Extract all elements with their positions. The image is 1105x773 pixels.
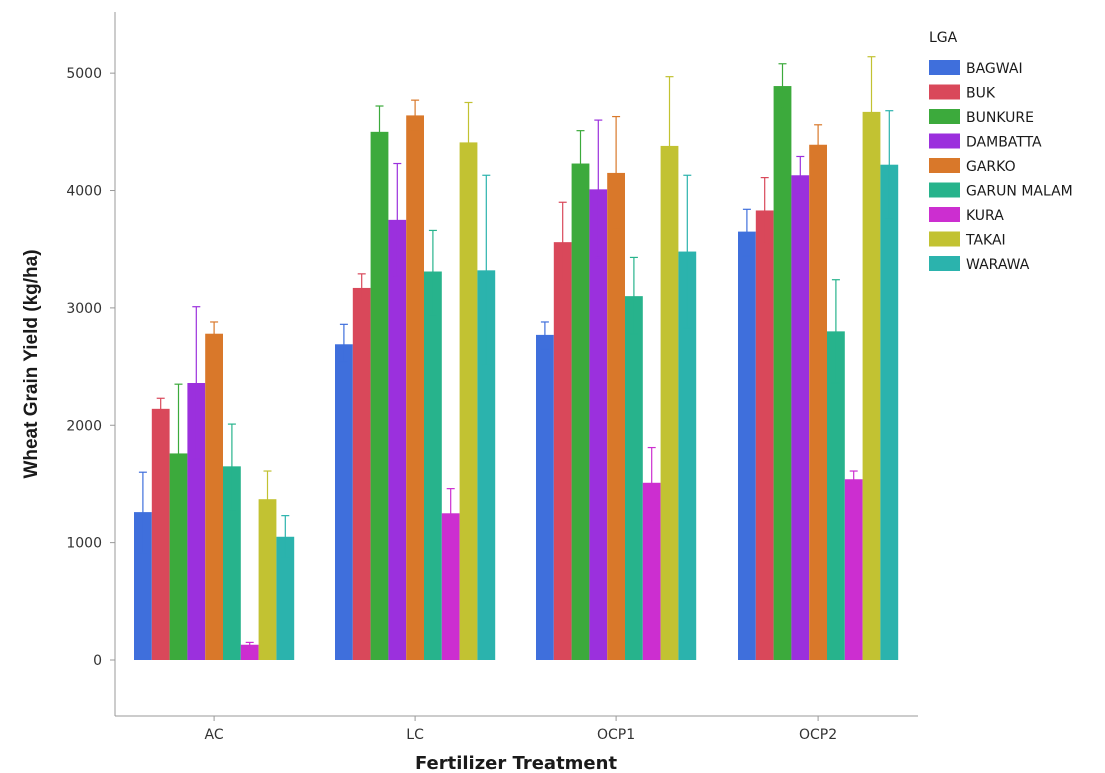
bar-garko-ocp2: [809, 144, 827, 660]
bar-warawa-lc: [477, 270, 496, 660]
bar-garun-malam-ac: [223, 466, 241, 660]
bar-bunkure-ocp2: [773, 86, 792, 661]
bar-garko-lc: [406, 115, 424, 660]
bar-warawa-ac: [276, 536, 295, 660]
legend-entry-label: TAKAI: [965, 233, 1006, 249]
legend-entry-label: GARKO: [966, 159, 1016, 175]
bar-dambatta-ocp2: [791, 175, 810, 660]
legend: LGA BAGWAI BUK BUNKURE DAMBATTA GARKO GARUN M…: [929, 30, 1073, 273]
x-tick-label: OCP1: [597, 727, 635, 743]
bar-buk-ocp2: [755, 210, 774, 660]
legend-swatch: [929, 256, 960, 271]
x-tick-label: LC: [406, 727, 424, 743]
y-tick-label: 4000: [66, 184, 102, 200]
bar-bagwai-ac: [134, 512, 152, 660]
bar-garun-malam-lc: [424, 271, 442, 660]
bar-bunkure-ocp1: [571, 163, 590, 660]
y-tick-label: 5000: [66, 66, 102, 82]
bar-buk-ac: [151, 408, 170, 660]
bar-takai-ac: [258, 499, 277, 660]
bar-bagwai-ocp1: [536, 334, 554, 660]
bar-dambatta-ocp1: [589, 189, 608, 660]
bar-kura-lc: [441, 513, 460, 660]
y-tick-label: 2000: [66, 418, 102, 434]
bars: [134, 86, 899, 661]
y-tick-label: 1000: [66, 536, 102, 552]
legend-entry-label: BAGWAI: [966, 61, 1023, 77]
bar-garko-ocp1: [607, 172, 625, 661]
axes: [114, 12, 918, 717]
legend-swatch: [929, 207, 960, 222]
y-tick-label: 0: [93, 653, 102, 669]
bar-buk-ocp1: [553, 242, 572, 661]
legend-swatch: [929, 84, 960, 100]
bar-buk-lc: [352, 287, 371, 660]
bar-takai-ocp2: [862, 111, 881, 661]
legend-entry-label: BUK: [966, 86, 996, 102]
error-bars: [138, 56, 894, 649]
x-axis-label: Fertilizer Treatment: [415, 753, 618, 773]
legend-title: LGA: [929, 30, 958, 46]
legend-swatch: [929, 133, 960, 149]
bar-dambatta-ac: [187, 383, 206, 660]
legend-entry-label: KURA: [966, 208, 1004, 224]
x-ticks: AC LC OCP1 OCP2: [205, 716, 837, 743]
legend-entry-label: BUNKURE: [966, 110, 1034, 126]
legend-swatch: [929, 109, 960, 124]
bar-bunkure-lc: [370, 131, 389, 660]
legend-swatch: [929, 158, 960, 173]
bar-warawa-ocp1: [678, 251, 697, 660]
y-tick-label: 3000: [66, 301, 102, 317]
legend-entry-label: DAMBATTA: [966, 135, 1042, 151]
bar-dambatta-lc: [388, 219, 407, 661]
bar-bagwai-ocp2: [738, 231, 756, 661]
bar-kura-ocp2: [844, 479, 863, 660]
legend-swatch: [929, 60, 960, 75]
bar-kura-ocp1: [642, 482, 661, 660]
bar-takai-lc: [459, 142, 478, 660]
legend-entry-label: WARAWA: [966, 257, 1030, 273]
bar-warawa-ocp2: [880, 164, 899, 660]
bar-takai-ocp1: [660, 145, 679, 660]
legend-swatch: [929, 182, 960, 198]
bar-bunkure-ac: [169, 453, 188, 660]
bar-garun-malam-ocp2: [827, 331, 845, 660]
bar-garun-malam-ocp1: [625, 296, 643, 660]
x-tick-label: OCP2: [799, 727, 837, 743]
bar-kura-ac: [240, 644, 259, 660]
legend-entry-label: GARUN MALAM: [966, 184, 1073, 200]
legend-swatch: [929, 231, 960, 247]
y-ticks: 0 1000 2000 3000 4000 5000: [66, 66, 115, 669]
y-axis-label: Wheat Grain Yield (kg/ha): [21, 249, 42, 478]
bar-garko-ac: [205, 333, 223, 660]
x-tick-label: AC: [205, 727, 224, 743]
bar-bagwai-lc: [335, 344, 353, 660]
